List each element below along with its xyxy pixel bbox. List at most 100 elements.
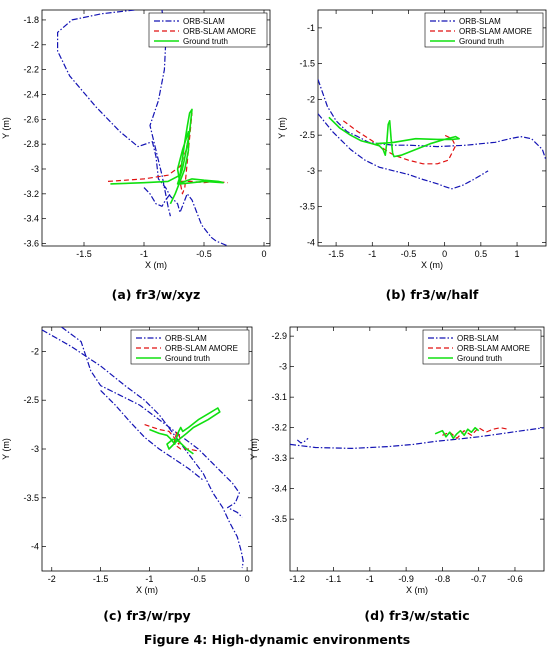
series-line-orb-slam xyxy=(290,427,544,449)
y-tick-label: -4 xyxy=(307,237,315,247)
legend-label: ORB-SLAM xyxy=(457,334,499,343)
y-tick-label: -3 xyxy=(31,444,39,454)
y-tick-label: -3.1 xyxy=(271,392,287,402)
panel-d: -1.2 -1.1 -1 -0.9 -0.8 -0.7 -0.6 -2.9 -3 -3.1 -3.2… xyxy=(249,326,545,623)
x-tick-label: 0 xyxy=(442,249,447,259)
series-line-orb-slam-amore xyxy=(342,120,457,165)
x-tick-label: -0.8 xyxy=(435,574,451,584)
series-group xyxy=(56,10,229,246)
subfigure-caption: (b) fr3/w/half xyxy=(386,287,479,302)
y-tick-label: -3.2 xyxy=(271,423,287,433)
y-axis-label: Y (m) xyxy=(1,117,11,139)
legend-label: ORB-SLAM xyxy=(165,334,207,343)
legend-label: ORB-SLAM AMORE xyxy=(183,27,256,36)
y-tick-label: -3.3 xyxy=(271,453,287,463)
series-line-orb-slam xyxy=(149,10,171,217)
x-tick-label: -1.2 xyxy=(289,574,305,584)
x-axis-label: X (m) xyxy=(145,260,167,270)
legend-label: ORB-SLAM AMORE xyxy=(165,344,238,353)
x-tick-label: -1.5 xyxy=(93,574,109,584)
y-tick-label: -2 xyxy=(31,40,39,50)
legend-label: ORB-SLAM AMORE xyxy=(457,344,530,353)
x-tick-label: 1 xyxy=(515,249,520,259)
x-tick-label: -1.5 xyxy=(328,249,344,259)
x-tick-label: -0.9 xyxy=(398,574,414,584)
x-tick-label: -0.5 xyxy=(196,249,212,259)
y-tick-label: -2 xyxy=(307,94,315,104)
panel-a: -1.5 -1 -0.5 0 -1.8 -2 -2.2 -2.4 -2.6 -2.8 -3 -3.2 -… xyxy=(1,9,271,302)
y-tick-label: -3 xyxy=(31,164,39,174)
series-line-orb-slam xyxy=(56,10,229,246)
x-axis-label: X (m) xyxy=(421,260,443,270)
y-tick-label: -2.6 xyxy=(23,114,39,124)
y-tick-label: -3.4 xyxy=(23,214,39,224)
series-group xyxy=(42,327,244,569)
panel-c: -2 -1.5 -1 -0.5 0 -2 -2.5 -3 -3.5 -4 X (m) Y (m) ORB… xyxy=(1,326,253,623)
subfigure-caption: (d) fr3/w/static xyxy=(364,608,469,623)
legend-label: Ground truth xyxy=(457,354,502,363)
y-tick-label: -4 xyxy=(31,542,39,552)
plot-area xyxy=(41,326,253,572)
x-axis-label: X (m) xyxy=(406,585,428,595)
plot-area xyxy=(317,9,547,247)
x-tick-label: -1.5 xyxy=(76,249,92,259)
x-tick-label: -0.5 xyxy=(401,249,417,259)
series-line-ground-truth xyxy=(434,426,480,440)
x-tick-label: -0.7 xyxy=(471,574,487,584)
legend-label: ORB-SLAM xyxy=(183,17,225,26)
x-tick-label: -1 xyxy=(366,574,374,584)
y-tick-label: -2 xyxy=(31,346,39,356)
panel-b: -1.5 -1 -0.5 0 0.5 1 -1 -1.5 -2 -2.5 -3 -3.5 -4 X (m)… xyxy=(277,9,547,302)
legend-label: Ground truth xyxy=(165,354,210,363)
plot-area xyxy=(289,326,545,572)
series-line-orb-slam xyxy=(143,187,171,207)
y-tick-label: -1.8 xyxy=(23,15,39,25)
y-tick-label: -2.5 xyxy=(23,395,39,405)
series-line-orb-slam xyxy=(100,389,204,481)
plot-area xyxy=(41,9,271,247)
figure-caption: Figure 4: High-dynamic environments xyxy=(144,632,410,647)
y-axis-label: Y (m) xyxy=(1,438,11,460)
x-tick-label: -2 xyxy=(48,574,56,584)
legend-label: Ground truth xyxy=(459,37,504,46)
y-axis-label: Y (m) xyxy=(277,117,287,139)
subfigure-caption: (c) fr3/w/rpy xyxy=(103,608,190,623)
x-axis-label: X (m) xyxy=(136,585,158,595)
y-tick-label: -2.9 xyxy=(271,331,287,341)
series-group xyxy=(318,79,546,190)
x-tick-label: 0 xyxy=(245,574,250,584)
series-line-orb-slam-amore xyxy=(442,427,508,439)
legend-label: ORB-SLAM AMORE xyxy=(459,27,532,36)
series-line-orb-slam xyxy=(318,79,546,161)
series-line-ground-truth xyxy=(328,116,460,158)
series-line-orb-slam xyxy=(296,437,309,444)
x-tick-label: -1.1 xyxy=(326,574,342,584)
y-tick-label: -2.2 xyxy=(23,65,39,75)
x-tick-label: -1 xyxy=(140,249,148,259)
y-tick-label: -1.5 xyxy=(299,59,315,69)
y-tick-label: -3 xyxy=(279,362,287,372)
series-line-ground-truth xyxy=(110,108,224,205)
y-tick-label: -3.5 xyxy=(23,493,39,503)
x-tick-label: 0.5 xyxy=(475,249,488,259)
subfigure-caption: (a) fr3/w/xyz xyxy=(112,287,201,302)
series-group xyxy=(290,426,544,449)
x-tick-label: -0.6 xyxy=(507,574,523,584)
y-tick-label: -3.5 xyxy=(299,202,315,212)
x-tick-label: -0.5 xyxy=(191,574,207,584)
legend-label: ORB-SLAM xyxy=(459,17,501,26)
legend-label: Ground truth xyxy=(183,37,228,46)
y-tick-label: -2.8 xyxy=(23,139,39,149)
x-tick-label: -1 xyxy=(368,249,376,259)
y-tick-label: -2.4 xyxy=(23,89,39,99)
y-tick-label: -3.2 xyxy=(23,189,39,199)
x-tick-label: 0 xyxy=(261,249,266,259)
y-tick-label: -3.6 xyxy=(23,239,39,249)
y-tick-label: -1 xyxy=(307,23,315,33)
y-tick-label: -3 xyxy=(307,166,315,176)
series-line-orb-slam xyxy=(61,327,243,518)
series-line-ground-truth xyxy=(149,407,221,455)
x-tick-label: -1 xyxy=(145,574,153,584)
y-tick-label: -3.5 xyxy=(271,514,287,524)
